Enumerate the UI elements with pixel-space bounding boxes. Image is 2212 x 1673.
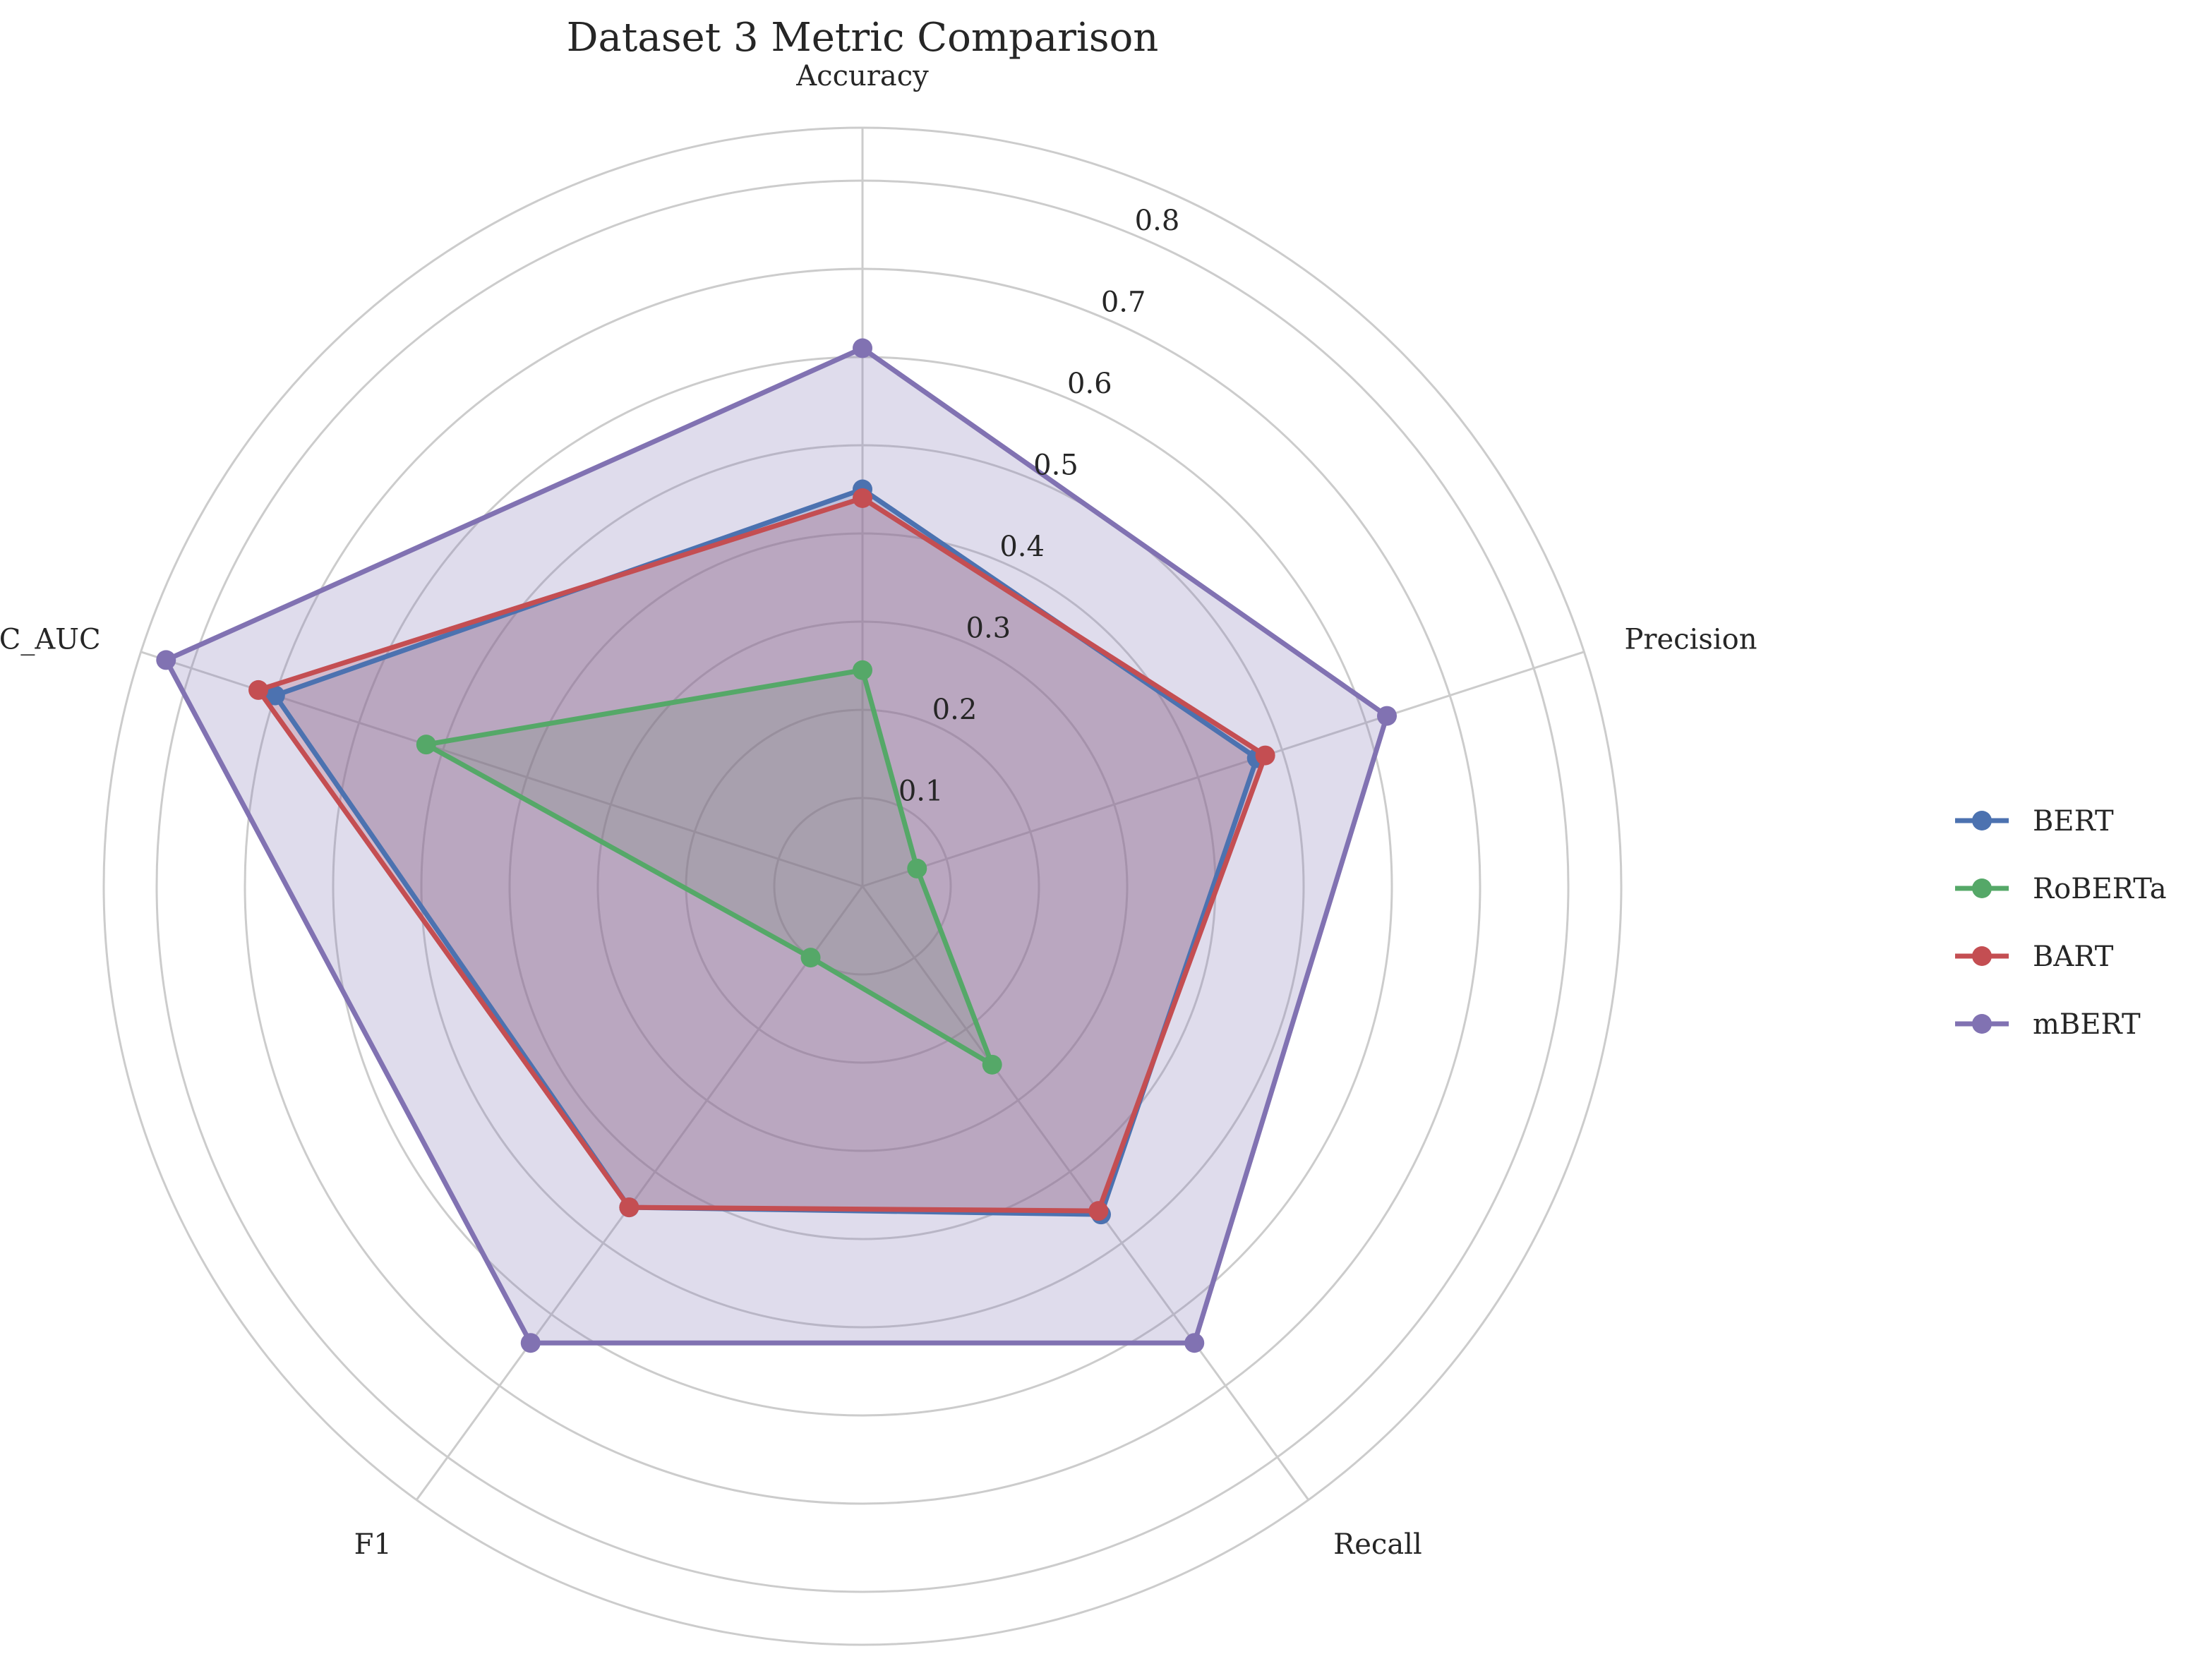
- axis-spoke-f1: [415, 886, 864, 1501]
- legend-item-mbert: mBERT: [1955, 1008, 2141, 1041]
- legend: BERT RoBERTa BART mBERT: [1955, 805, 2167, 1041]
- series-line-bart: [256, 495, 1268, 1214]
- data-point-mbert-roc_auc: [156, 650, 176, 670]
- series-lines: [156, 338, 1397, 1353]
- data-point-mbert-recall: [1184, 1333, 1205, 1353]
- radial-tick-label: 0.3: [966, 612, 1011, 645]
- data-point-roberta-recall: [982, 1054, 1002, 1075]
- radial-tick-label: 0.1: [898, 775, 944, 808]
- data-point-roberta-f1: [800, 948, 821, 968]
- radial-tick-label: 0.4: [999, 531, 1045, 563]
- legend-swatch-marker: [1972, 946, 1992, 966]
- legend-swatch-marker: [1972, 1014, 1992, 1034]
- axis-spoke-recall: [861, 886, 1310, 1501]
- series-fill-roberta: [426, 670, 992, 1065]
- data-point-mbert-accuracy: [853, 338, 872, 358]
- legend-label: BERT: [2033, 805, 2114, 838]
- axis-label-f1: F1: [354, 1528, 392, 1561]
- series-line-mbert: [163, 346, 1390, 1346]
- radial-tick-label: 0.5: [1033, 449, 1078, 482]
- series-mbert: [156, 338, 1397, 1353]
- axis-spoke-precision: [862, 651, 1585, 888]
- data-point-bart-precision: [1255, 745, 1275, 766]
- legend-item-bert: BERT: [1955, 805, 2114, 838]
- radial-tick-label: 0.8: [1135, 205, 1180, 237]
- axis-labels: Accuracy Precision Recall F1 ROC_AUC: [0, 60, 1757, 1561]
- data-point-roberta-accuracy: [853, 660, 872, 680]
- chart-title: Dataset 3 Metric Comparison: [567, 15, 1159, 61]
- data-point-bart-accuracy: [853, 488, 872, 508]
- data-point-bart-roc_auc: [248, 680, 269, 700]
- radial-tick-label: 0.7: [1101, 286, 1146, 319]
- legend-item-bart: BART: [1955, 941, 2114, 973]
- legend-label: RoBERTa: [2033, 873, 2167, 905]
- radial-tick-labels: 0.1 0.2 0.3 0.4 0.5 0.6 0.7 0.8: [898, 205, 1179, 807]
- axis-label-precision: Precision: [1624, 623, 1757, 656]
- series-roberta: [416, 660, 1002, 1075]
- data-point-roberta-roc_auc: [416, 735, 436, 755]
- series-fill-bert: [275, 489, 1257, 1215]
- axis-label-roc_auc: ROC_AUC: [0, 623, 101, 656]
- data-point-mbert-f1: [520, 1333, 541, 1353]
- data-point-roberta-precision: [907, 858, 927, 878]
- legend-label: BART: [2033, 941, 2114, 973]
- series-fill-mbert: [166, 348, 1388, 1343]
- series-line-roberta: [423, 668, 995, 1068]
- data-point-mbert-precision: [1377, 706, 1397, 726]
- legend-item-roberta: RoBERTa: [1955, 873, 2167, 905]
- axis-label-recall: Recall: [1333, 1528, 1422, 1561]
- data-point-bart-recall: [1088, 1201, 1109, 1221]
- radial-tick-label: 0.6: [1067, 368, 1112, 400]
- legend-swatch-marker: [1972, 878, 1992, 898]
- radial-tick-label: 0.2: [932, 694, 978, 726]
- series-fills: [166, 348, 1388, 1343]
- data-point-bart-f1: [619, 1197, 639, 1218]
- data-point-bert-roc_auc: [265, 685, 285, 706]
- legend-swatch-marker: [1972, 811, 1992, 831]
- axis-label-accuracy: Accuracy: [795, 60, 929, 92]
- series-bart: [248, 488, 1275, 1221]
- legend-label: mBERT: [2033, 1008, 2141, 1041]
